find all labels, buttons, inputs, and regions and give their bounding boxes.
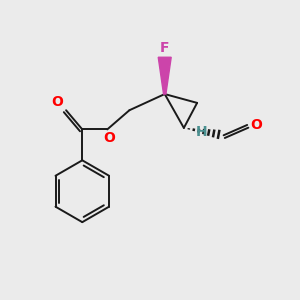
Text: F: F xyxy=(160,41,169,55)
Text: H: H xyxy=(196,125,207,139)
Text: O: O xyxy=(103,131,115,145)
Text: O: O xyxy=(51,95,63,109)
Polygon shape xyxy=(158,57,171,94)
Text: O: O xyxy=(250,118,262,132)
